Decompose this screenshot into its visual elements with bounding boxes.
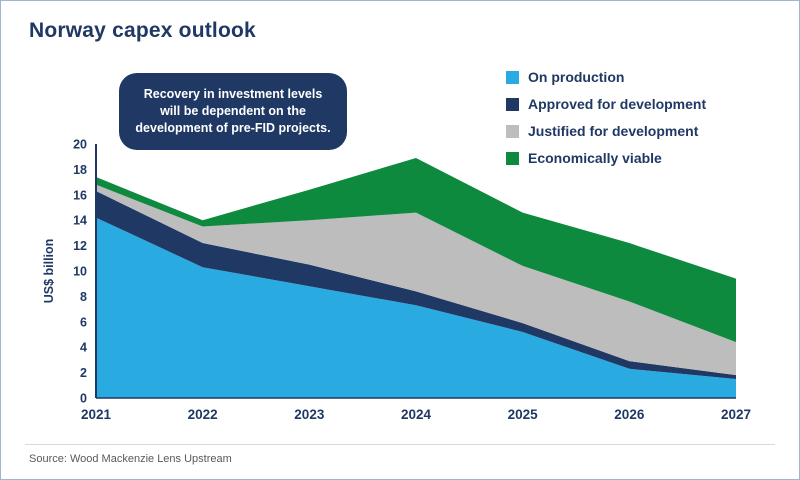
legend-swatch-economically-viable bbox=[506, 151, 519, 165]
y-tick-label: 4 bbox=[80, 341, 87, 355]
area-justified-for-development bbox=[96, 184, 736, 376]
y-tick-label: 14 bbox=[73, 214, 87, 228]
legend-swatch-on-production bbox=[506, 70, 519, 84]
page-title: Norway capex outlook bbox=[29, 19, 256, 42]
y-tick-label: 8 bbox=[80, 290, 87, 304]
source-text: Source: Wood Mackenzie Lens Upstream bbox=[29, 453, 232, 465]
x-tick-label: 2022 bbox=[188, 407, 218, 422]
x-tick-label: 2023 bbox=[294, 407, 325, 422]
y-tick-label: 10 bbox=[73, 265, 87, 279]
footer-divider bbox=[25, 444, 775, 445]
callout-text: Recovery in investment levels will be de… bbox=[135, 87, 331, 135]
y-tick-label: 0 bbox=[80, 392, 87, 406]
y-tick-label: 6 bbox=[80, 315, 87, 329]
legend-label-justified-for-development: Justified for development bbox=[528, 123, 699, 139]
legend: On production Approved for development J… bbox=[506, 69, 706, 166]
y-tick-label: 2 bbox=[80, 366, 87, 380]
x-tick-label: 2025 bbox=[508, 407, 539, 422]
legend-item-approved-for-development: Approved for development bbox=[506, 96, 706, 112]
legend-label-approved-for-development: Approved for development bbox=[528, 96, 707, 112]
legend-label-on-production: On production bbox=[528, 69, 625, 85]
x-tick-label: 2026 bbox=[614, 407, 645, 422]
legend-swatch-approved-for-development bbox=[506, 97, 519, 111]
y-tick-label: 16 bbox=[73, 188, 87, 202]
legend-label-economically-viable: Economically viable bbox=[528, 150, 662, 166]
legend-item-justified-for-development: Justified for development bbox=[506, 123, 706, 139]
callout-box: Recovery in investment levels will be de… bbox=[119, 73, 347, 150]
y-tick-label: 20 bbox=[73, 138, 87, 152]
x-tick-label: 2024 bbox=[401, 407, 432, 422]
y-tick-label: 18 bbox=[73, 163, 87, 177]
legend-swatch-justified-for-development bbox=[506, 124, 519, 138]
y-tick-label: 12 bbox=[73, 239, 87, 253]
legend-item-on-production: On production bbox=[506, 69, 706, 85]
y-axis-title: US$ billion bbox=[42, 239, 56, 304]
area-economically-viable bbox=[96, 157, 736, 343]
legend-item-economically-viable: Economically viable bbox=[506, 150, 706, 166]
area-on-production bbox=[96, 217, 736, 398]
x-tick-label: 2027 bbox=[721, 407, 751, 422]
x-tick-label: 2021 bbox=[81, 407, 112, 422]
